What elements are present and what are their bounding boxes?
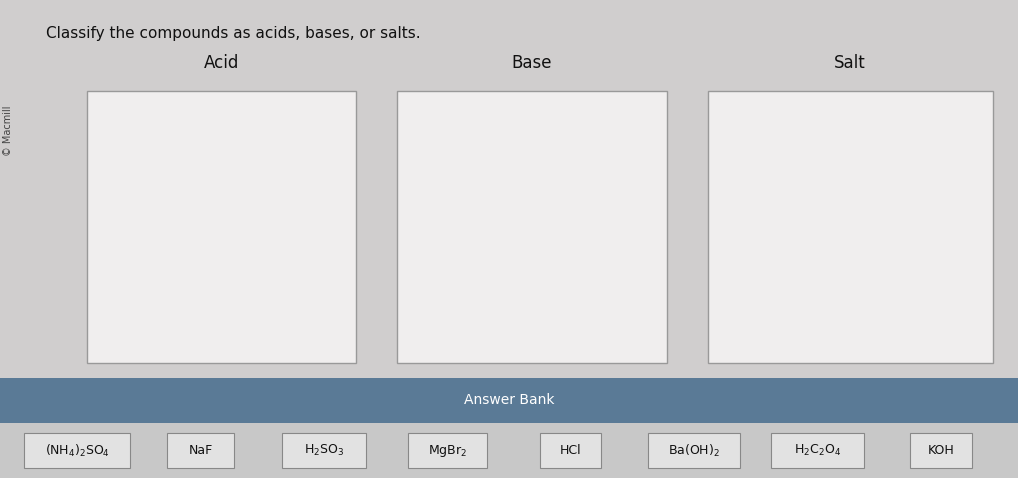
Text: Ba(OH)$_2$: Ba(OH)$_2$: [668, 443, 720, 458]
Text: KOH: KOH: [927, 444, 955, 457]
Text: HCl: HCl: [560, 444, 581, 457]
Text: Base: Base: [512, 54, 552, 72]
Bar: [167, 433, 233, 468]
Bar: [910, 433, 971, 468]
Bar: [708, 91, 993, 363]
Bar: [407, 433, 487, 468]
Text: (NH$_4$)$_2$SO$_4$: (NH$_4$)$_2$SO$_4$: [45, 443, 110, 458]
Text: H$_2$C$_2$O$_4$: H$_2$C$_2$O$_4$: [794, 443, 841, 458]
Text: MgBr$_2$: MgBr$_2$: [428, 443, 467, 458]
Text: Salt: Salt: [834, 54, 866, 72]
Text: NaF: NaF: [188, 444, 213, 457]
Bar: [282, 433, 365, 468]
Bar: [23, 433, 130, 468]
Bar: [771, 433, 864, 468]
Bar: [87, 91, 356, 363]
Text: Classify the compounds as acids, bases, or salts.: Classify the compounds as acids, bases, …: [46, 26, 420, 41]
Text: H$_2$SO$_3$: H$_2$SO$_3$: [303, 443, 344, 458]
Text: © Macmill: © Macmill: [3, 105, 13, 156]
Bar: [0, 423, 1018, 478]
Text: Answer Bank: Answer Bank: [464, 393, 554, 407]
Bar: [0, 378, 1018, 423]
Bar: [541, 433, 602, 468]
Bar: [397, 91, 667, 363]
Bar: [648, 433, 740, 468]
Text: Acid: Acid: [204, 54, 239, 72]
